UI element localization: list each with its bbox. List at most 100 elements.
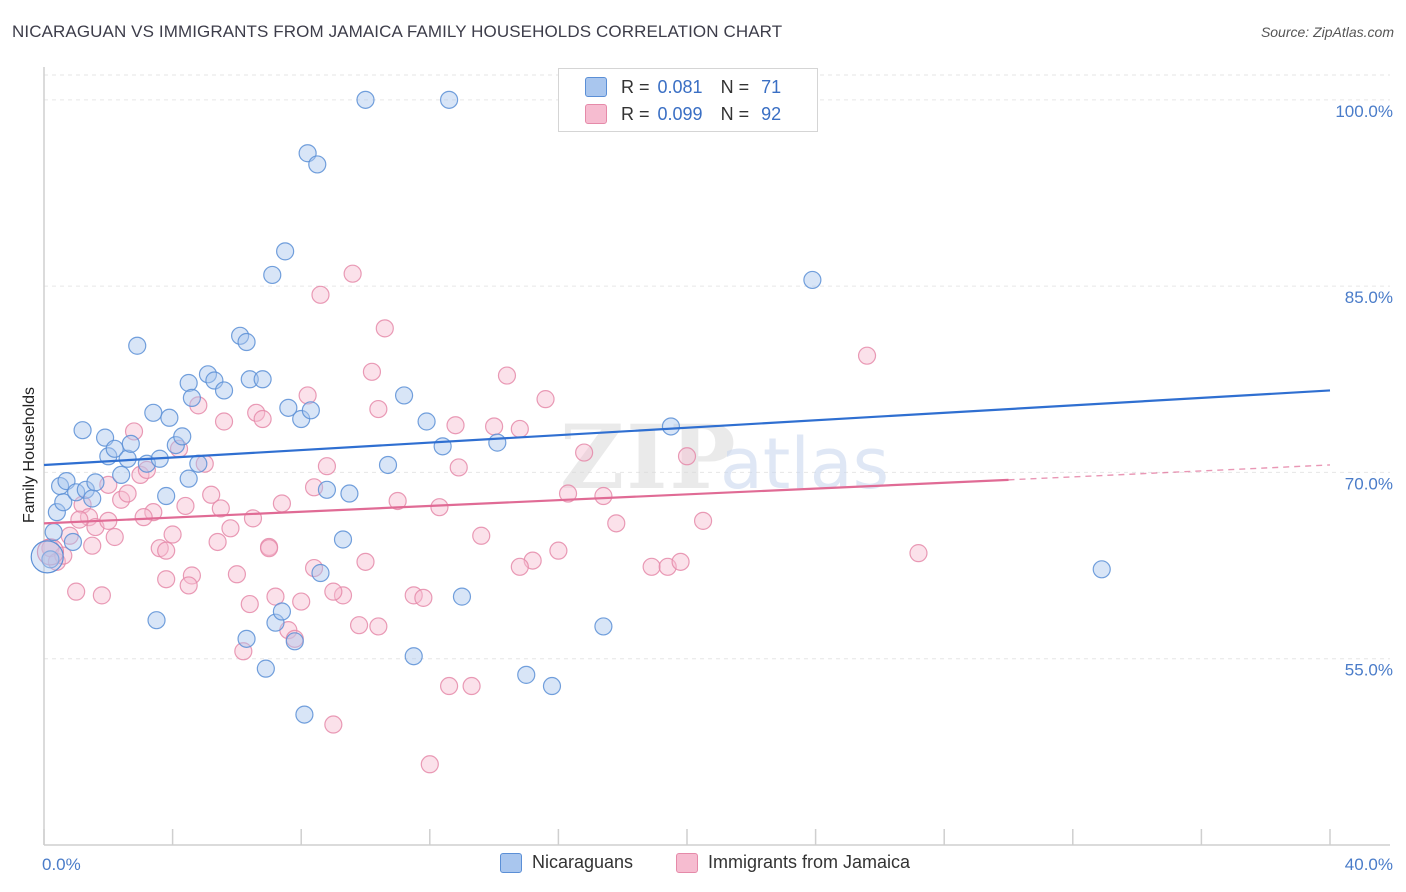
data-point bbox=[311, 285, 330, 304]
y-tick-label: 55.0% bbox=[1345, 661, 1393, 680]
data-point bbox=[253, 370, 272, 389]
data-point bbox=[41, 550, 60, 569]
data-point bbox=[452, 587, 472, 606]
data-point bbox=[420, 755, 439, 774]
data-point bbox=[575, 443, 594, 462]
data-point bbox=[317, 480, 337, 499]
data-point bbox=[549, 541, 568, 560]
x-tick-labels: 0.0% 40.0% bbox=[42, 855, 1393, 874]
data-point bbox=[160, 408, 179, 427]
data-point bbox=[542, 676, 562, 696]
data-point bbox=[462, 676, 481, 696]
data-point bbox=[214, 412, 234, 431]
data-point bbox=[179, 469, 198, 488]
data-point bbox=[356, 552, 375, 571]
data-point bbox=[63, 532, 83, 552]
data-point bbox=[349, 616, 369, 635]
data-point bbox=[388, 491, 407, 511]
data-point bbox=[237, 629, 256, 648]
data-point bbox=[488, 433, 507, 452]
data-point bbox=[279, 398, 298, 417]
data-point bbox=[240, 594, 259, 614]
data-point bbox=[179, 576, 198, 595]
data-point bbox=[221, 519, 240, 538]
data-point bbox=[240, 370, 259, 389]
data-point bbox=[182, 566, 201, 585]
data-point bbox=[137, 460, 156, 480]
data-point bbox=[594, 617, 613, 636]
legend-n-label: N = bbox=[720, 103, 750, 124]
bottom-legend-swatch-blue bbox=[500, 852, 522, 873]
data-point bbox=[54, 493, 73, 512]
data-point bbox=[44, 522, 63, 542]
series-immigrants-from-jamaica bbox=[36, 264, 928, 774]
legend-n-label: N = bbox=[720, 76, 750, 97]
data-point bbox=[105, 527, 124, 547]
data-point bbox=[163, 525, 182, 544]
data-point bbox=[1092, 560, 1111, 579]
data-point bbox=[472, 526, 491, 545]
data-point bbox=[558, 484, 578, 503]
data-point bbox=[311, 563, 330, 583]
data-point bbox=[208, 532, 227, 552]
data-point bbox=[86, 473, 105, 492]
data-point bbox=[237, 332, 256, 352]
data-point bbox=[446, 416, 465, 435]
trend-line-nicaraguans bbox=[43, 389, 1331, 467]
data-point bbox=[227, 565, 246, 584]
data-point bbox=[272, 494, 292, 513]
x-tick-label: 40.0% bbox=[1345, 855, 1393, 874]
data-point bbox=[189, 396, 208, 415]
bottom-legend-label: Immigrants from Jamaica bbox=[708, 852, 911, 872]
data-point bbox=[375, 319, 394, 338]
legend-n-value: 71 bbox=[761, 76, 782, 97]
legend-r-label: R = bbox=[621, 103, 650, 124]
data-point bbox=[189, 454, 208, 473]
data-point bbox=[202, 485, 221, 504]
data-point bbox=[121, 434, 140, 453]
trend-line-jamaica-extension bbox=[1008, 464, 1331, 481]
data-point bbox=[369, 399, 388, 419]
data-point bbox=[112, 465, 131, 485]
legend-swatch-blue bbox=[585, 77, 607, 97]
data-point bbox=[253, 409, 272, 429]
data-point bbox=[404, 647, 423, 666]
y-tick-label: 70.0% bbox=[1345, 474, 1393, 493]
data-point bbox=[67, 582, 86, 601]
data-point bbox=[276, 242, 295, 261]
data-point bbox=[308, 155, 327, 174]
data-point bbox=[677, 447, 697, 466]
data-point bbox=[594, 486, 613, 506]
data-point bbox=[205, 371, 224, 390]
data-point bbox=[134, 508, 153, 527]
data-point bbox=[642, 557, 661, 576]
data-point bbox=[485, 417, 504, 436]
data-point bbox=[333, 530, 353, 549]
data-point bbox=[92, 586, 111, 605]
y-axis-label: Family Households bbox=[21, 387, 38, 523]
data-point bbox=[607, 514, 626, 533]
data-point bbox=[47, 503, 66, 522]
bottom-legend-jamaica: Immigrants from Jamaica bbox=[676, 852, 910, 873]
data-point bbox=[263, 265, 282, 285]
data-point bbox=[182, 388, 201, 408]
data-point bbox=[439, 676, 459, 696]
data-point bbox=[73, 421, 92, 440]
bottom-legend-label: Nicaraguans bbox=[532, 852, 634, 872]
data-point bbox=[317, 457, 337, 476]
bottom-legend-swatch-pink bbox=[676, 852, 698, 873]
source-label: Source: ZipAtlas.com bbox=[1260, 24, 1394, 40]
data-point bbox=[430, 498, 449, 517]
data-point bbox=[211, 499, 230, 518]
data-point bbox=[362, 362, 382, 381]
data-point bbox=[324, 715, 343, 734]
data-point bbox=[414, 588, 433, 607]
data-point bbox=[83, 536, 102, 555]
data-point bbox=[144, 503, 163, 522]
data-point bbox=[144, 403, 163, 422]
data-point bbox=[671, 552, 690, 571]
data-point bbox=[857, 346, 877, 365]
data-point bbox=[378, 455, 398, 475]
y-tick-label: 85.0% bbox=[1345, 288, 1393, 307]
